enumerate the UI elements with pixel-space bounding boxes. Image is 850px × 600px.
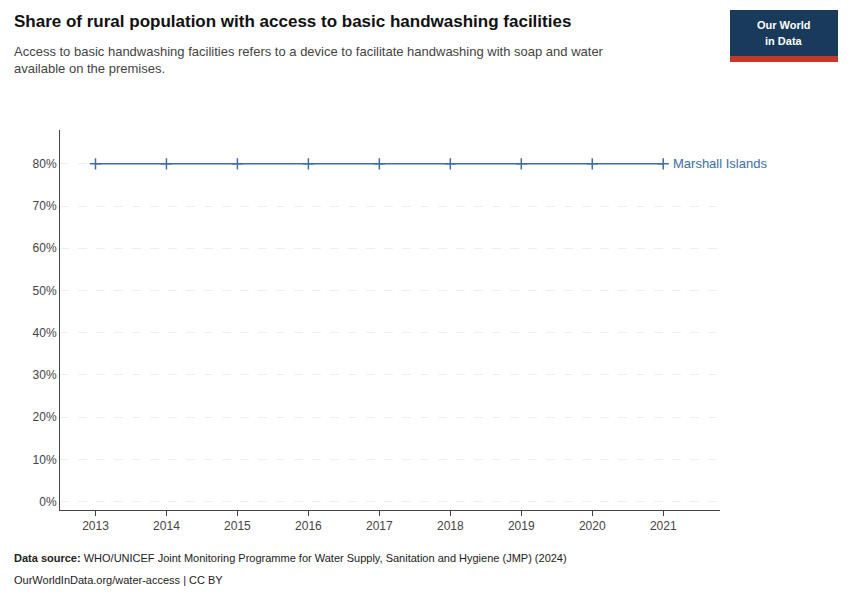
svg-text:2018: 2018 — [437, 519, 464, 533]
svg-text:0%: 0% — [39, 495, 57, 509]
svg-text:20%: 20% — [33, 410, 57, 424]
svg-text:Share of rural population with: Share of rural population with access to… — [14, 12, 571, 31]
svg-text:2014: 2014 — [153, 519, 180, 533]
svg-text:70%: 70% — [33, 199, 57, 213]
svg-text:Access to basic handwashing fa: Access to basic handwashing facilities r… — [14, 44, 604, 76]
svg-text:2020: 2020 — [579, 519, 606, 533]
svg-text:2021: 2021 — [650, 519, 677, 533]
svg-text:2017: 2017 — [366, 519, 393, 533]
svg-text:Our World: Our World — [757, 19, 811, 31]
svg-text:Marshall Islands: Marshall Islands — [673, 156, 767, 171]
svg-text:30%: 30% — [33, 368, 57, 382]
svg-text:60%: 60% — [33, 241, 57, 255]
svg-text:2016: 2016 — [295, 519, 322, 533]
svg-text:in Data: in Data — [765, 35, 803, 47]
svg-text:2019: 2019 — [508, 519, 535, 533]
svg-text:50%: 50% — [33, 284, 57, 298]
svg-text:80%: 80% — [33, 157, 57, 171]
svg-text:OurWorldInData.org/water-acces: OurWorldInData.org/water-access | CC BY — [14, 574, 223, 586]
svg-text:2015: 2015 — [224, 519, 251, 533]
svg-text:10%: 10% — [33, 453, 57, 467]
svg-text:2013: 2013 — [82, 519, 109, 533]
svg-text:Data source: WHO/UNICEF Joint: Data source: WHO/UNICEF Joint Monitoring… — [14, 552, 567, 564]
svg-text:40%: 40% — [33, 326, 57, 340]
